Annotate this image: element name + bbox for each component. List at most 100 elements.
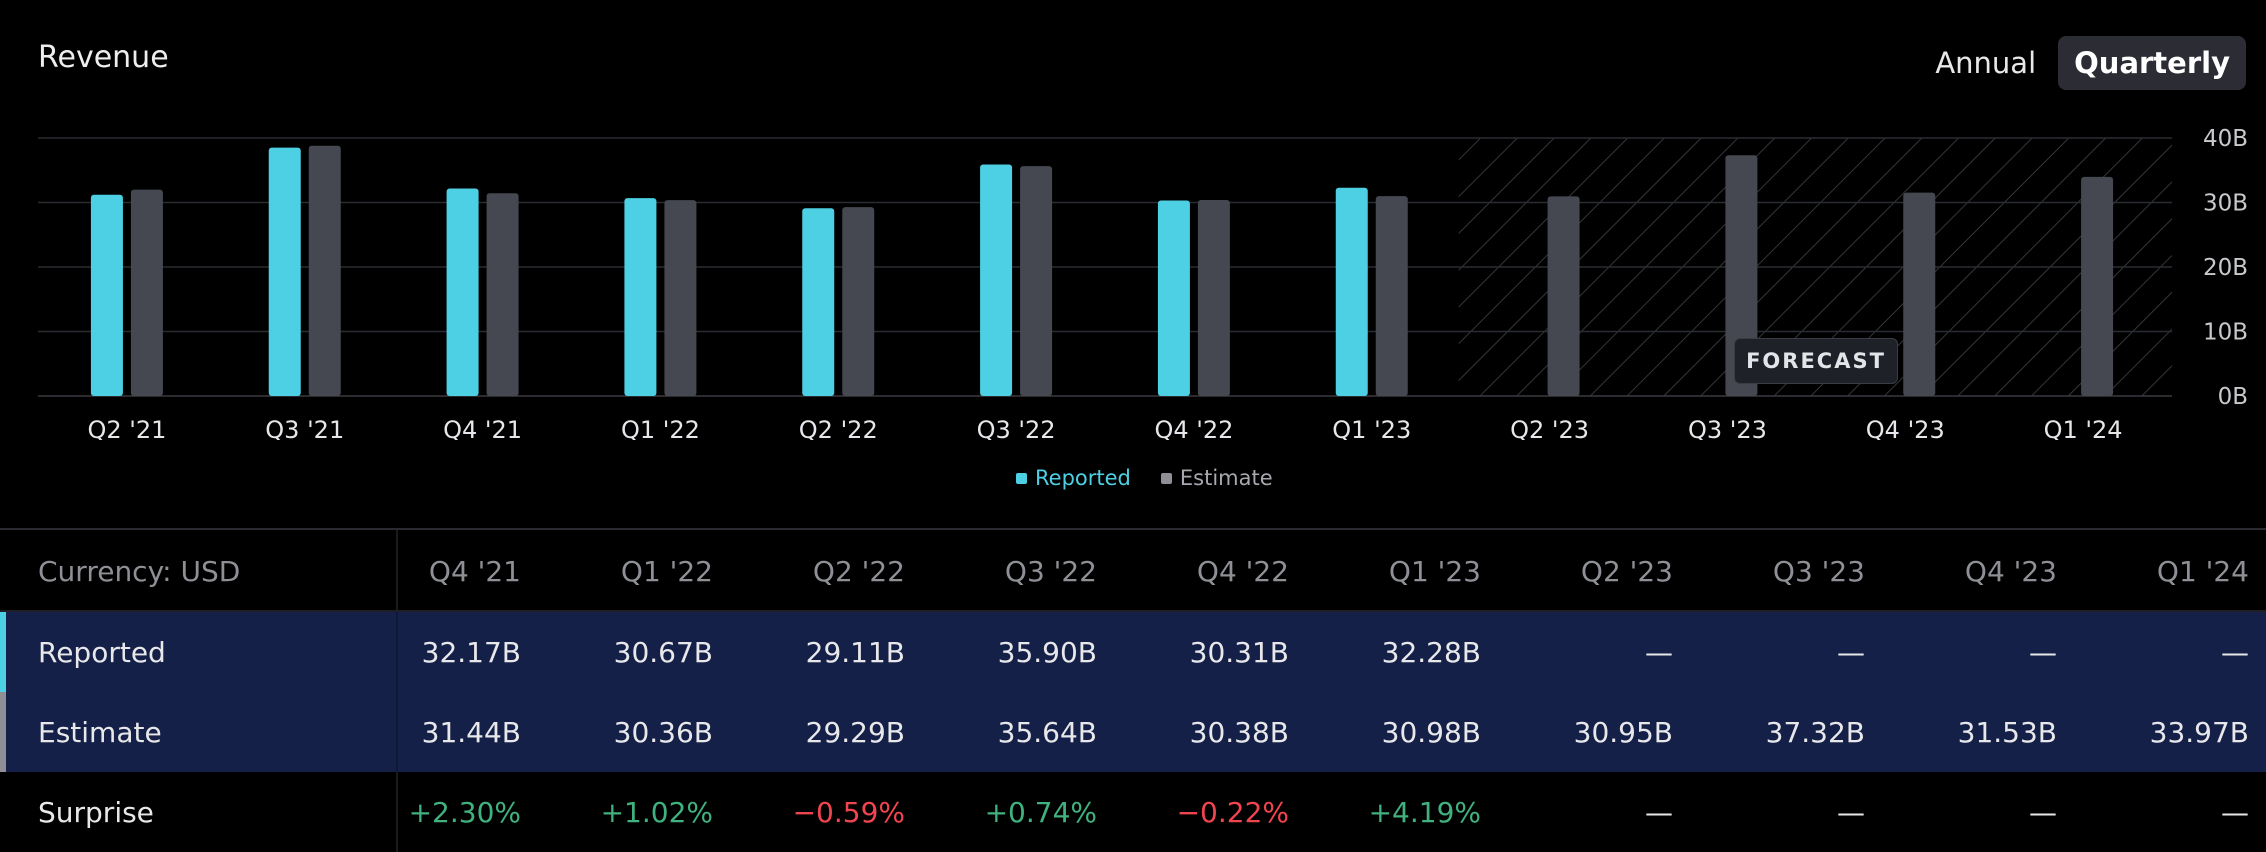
y-tick-label: 0B (2218, 384, 2248, 410)
period-toggle: Annual Quarterly (1919, 36, 2246, 90)
chart-legend: Reported Estimate (1016, 466, 1273, 490)
row-label-reported: Reported (38, 635, 166, 669)
table-cell: — (2221, 635, 2249, 669)
table-row-reported: Reported 32.17B 30.67B 29.11B 35.90B 30.31B 3… (0, 612, 2266, 692)
column-header: Q4 '21 (428, 554, 521, 588)
table-cell: 30.31B (1189, 635, 1289, 669)
table-cell: — (2029, 795, 2057, 829)
row-label-surprise: Surprise (38, 795, 154, 829)
table-cell: 30.36B (613, 715, 713, 749)
bar-estimate-7[interactable] (1375, 196, 1408, 396)
table-cell: +2.30% (408, 795, 521, 829)
x-tick-label: Q1 '22 (621, 416, 700, 440)
column-header: Q1 '22 (620, 554, 713, 588)
bar-estimate-2[interactable] (486, 193, 519, 396)
table-cell: — (1837, 795, 1865, 829)
table-cell: 31.53B (1957, 715, 2057, 749)
y-tick-label: 40B (2203, 126, 2248, 152)
table-cell: — (1837, 635, 1865, 669)
bar-reported-5[interactable] (980, 164, 1013, 396)
bar-reported-6[interactable] (1157, 200, 1190, 396)
table-cell: — (2029, 635, 2057, 669)
table-cell: +4.19% (1368, 795, 1481, 829)
bar-estimate-3[interactable] (664, 200, 697, 396)
page-title: Revenue (38, 40, 169, 75)
estimate-accent (0, 692, 6, 772)
bar-estimate-0[interactable] (130, 189, 163, 396)
y-tick-label: 30B (2203, 191, 2248, 217)
row-label-estimate: Estimate (38, 715, 162, 749)
bar-estimate-10[interactable] (1903, 192, 1936, 396)
y-tick-label: 10B (2203, 320, 2248, 346)
column-header: Q4 '22 (1196, 554, 1289, 588)
column-header: Q1 '24 (2156, 554, 2249, 588)
table-cell: 31.44B (421, 715, 521, 749)
table-cell: 32.17B (421, 635, 521, 669)
column-divider (396, 692, 398, 772)
table-cell: — (1645, 795, 1673, 829)
x-tick-label: Q4 '23 (1866, 416, 1945, 440)
revenue-table: Currency: USD Q4 '21 Q1 '22 Q2 '22 Q3 '22 Q4… (0, 528, 2266, 852)
table-cell: +1.02% (600, 795, 713, 829)
x-tick-label: Q3 '21 (265, 416, 344, 440)
bar-estimate-4[interactable] (842, 207, 875, 396)
bar-reported-0[interactable] (90, 194, 123, 396)
bar-reported-3[interactable] (624, 198, 657, 396)
y-tick-label: 20B (2203, 255, 2248, 281)
legend-item-estimate[interactable]: Estimate (1160, 466, 1273, 490)
legend-swatch-reported (1016, 472, 1027, 484)
x-tick-label: Q2 '22 (799, 416, 878, 440)
bar-reported-7[interactable] (1335, 187, 1368, 396)
table-cell: 30.95B (1573, 715, 1673, 749)
revenue-chart: 0B 10B 20B 30B 40B Q2 '21 Q3 '21 Q4 '21 Q1 '22 Q… (38, 126, 2248, 440)
row-divider (0, 610, 2266, 612)
table-cell: +0.74% (984, 795, 1097, 829)
quarterly-button[interactable]: Quarterly (2058, 36, 2246, 90)
table-cell: 30.67B (613, 635, 713, 669)
x-tick-label: Q3 '22 (977, 416, 1056, 440)
column-header: Q2 '22 (812, 554, 905, 588)
x-tick-label: Q4 '21 (443, 416, 522, 440)
column-header: Q1 '23 (1388, 554, 1481, 588)
column-header: Q4 '23 (1964, 554, 2057, 588)
table-cell: 33.97B (2149, 715, 2249, 749)
column-divider (396, 772, 398, 852)
bar-estimate-11[interactable] (2081, 176, 2114, 396)
x-tick-label: Q1 '24 (2044, 416, 2123, 440)
legend-label-reported: Reported (1035, 466, 1131, 490)
bar-estimate-8[interactable] (1547, 196, 1580, 396)
table-cell: — (2221, 795, 2249, 829)
table-cell: — (1645, 635, 1673, 669)
bar-estimate-6[interactable] (1197, 200, 1230, 396)
x-tick-label: Q2 '23 (1510, 416, 1589, 440)
column-divider (396, 530, 398, 612)
table-cell: 32.28B (1381, 635, 1481, 669)
table-row-estimate: Estimate 31.44B 30.36B 29.29B 35.64B 30.38B 3… (0, 692, 2266, 772)
table-cell: 29.11B (805, 635, 905, 669)
bar-reported-4[interactable] (802, 208, 835, 396)
table-cell: −0.22% (1176, 795, 1289, 829)
x-tick-label: Q2 '21 (87, 416, 166, 440)
annual-button[interactable]: Annual (1935, 46, 2037, 80)
table-header-row: Currency: USD Q4 '21 Q1 '22 Q2 '22 Q3 '22 Q4… (0, 530, 2266, 612)
column-header: Q2 '23 (1580, 554, 1673, 588)
x-tick-label: Q4 '22 (1154, 416, 1233, 440)
table-cell: 30.38B (1189, 715, 1289, 749)
table-cell: 35.64B (997, 715, 1097, 749)
bar-estimate-1[interactable] (308, 145, 341, 396)
legend-label-estimate: Estimate (1179, 466, 1273, 490)
table-cell: −0.59% (792, 795, 905, 829)
column-divider (396, 612, 398, 692)
table-cell: 37.32B (1765, 715, 1865, 749)
reported-accent (0, 612, 6, 692)
table-cell: 29.29B (805, 715, 905, 749)
bar-estimate-5[interactable] (1020, 166, 1053, 396)
bar-estimate-9[interactable] (1725, 155, 1758, 396)
forecast-badge: FORECAST (1734, 338, 1898, 384)
table-cell: 30.98B (1381, 715, 1481, 749)
bar-reported-1[interactable] (268, 147, 301, 396)
legend-swatch-estimate (1160, 472, 1172, 484)
legend-item-reported[interactable]: Reported (1016, 466, 1131, 490)
bar-reported-2[interactable] (446, 188, 479, 396)
column-header: Q3 '23 (1772, 554, 1865, 588)
